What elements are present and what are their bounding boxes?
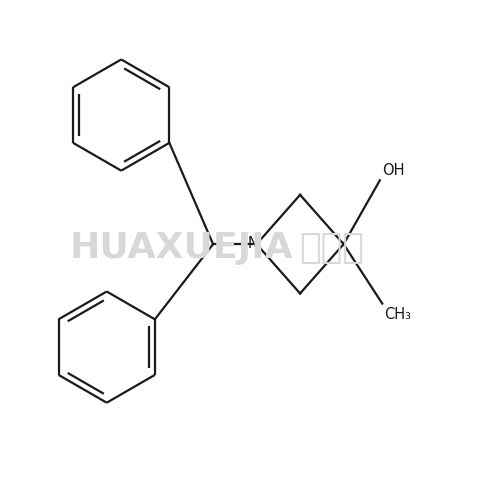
Text: 化学加: 化学加 <box>299 231 363 265</box>
Text: OH: OH <box>381 163 404 178</box>
Text: CH₃: CH₃ <box>384 307 410 322</box>
Text: HUAXUEJIA: HUAXUEJIA <box>70 231 293 265</box>
Text: N: N <box>247 236 258 250</box>
